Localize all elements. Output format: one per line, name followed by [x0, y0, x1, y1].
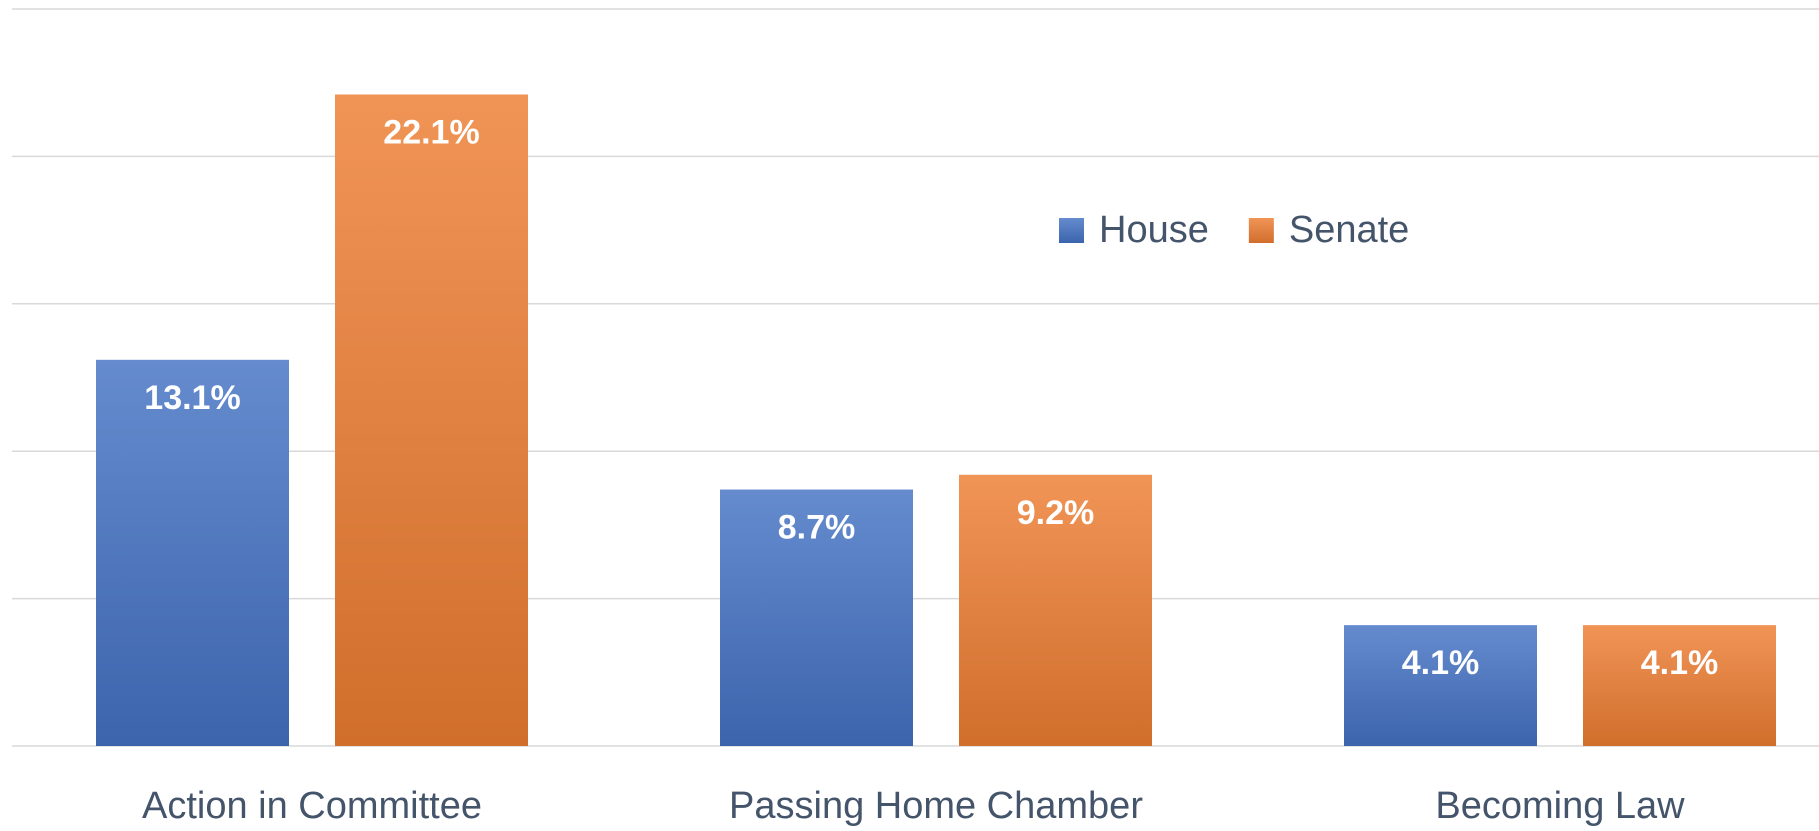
x-tick-label: Becoming Law: [1435, 785, 1685, 827]
legend-swatch: [1248, 218, 1274, 243]
x-tick-label: Action in Committee: [142, 785, 482, 827]
bar: [720, 489, 913, 746]
data-label: 4.1%: [1641, 644, 1719, 682]
data-label: 13.1%: [144, 379, 240, 417]
bar: [959, 474, 1152, 746]
bar: [96, 359, 289, 746]
data-label: 22.1%: [383, 113, 479, 151]
legend-label: House: [1099, 209, 1209, 251]
legend-swatch: [1059, 218, 1084, 243]
data-label: 8.7%: [778, 509, 856, 547]
data-label: 4.1%: [1402, 644, 1480, 682]
bar: [335, 94, 528, 746]
legend-label: Senate: [1289, 209, 1409, 251]
data-label: 9.2%: [1017, 494, 1095, 532]
bar: [1344, 625, 1537, 746]
x-tick-label: Passing Home Chamber: [729, 785, 1143, 827]
bar: [1583, 625, 1776, 746]
